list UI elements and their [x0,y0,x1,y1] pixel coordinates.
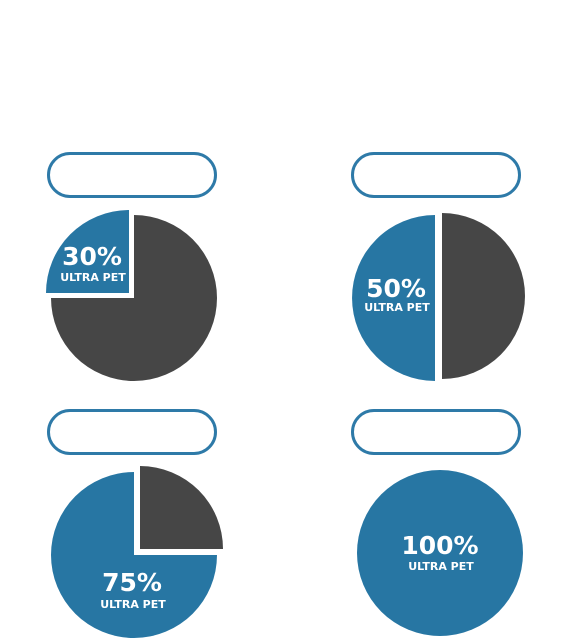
percentage-label: 50% [366,274,426,303]
ultra-pet-label: ULTRA PET [60,271,126,284]
label-pill [351,152,521,198]
ultra-pet-label: ULTRA PET [100,598,166,611]
label-pill [351,409,521,455]
pie-slice-ultra-pet [46,210,129,293]
label-pill [47,409,217,455]
label-pill [47,152,217,198]
pie-slice-ultra-pet [352,215,435,381]
ultra-pet-label: ULTRA PET [364,301,430,314]
pie-slice-remainder [51,215,217,381]
percentage-label: 30% [62,242,122,271]
pie-slice-remainder [140,466,223,549]
ultra-pet-label: ULTRA PET [408,560,474,573]
pie-slice-ultra-pet [357,470,523,636]
pie-slice-ultra-pet [51,472,217,638]
percentage-label: 75% [102,568,162,597]
pie-slice-remainder [442,213,525,379]
percentage-label: 100% [401,531,478,560]
